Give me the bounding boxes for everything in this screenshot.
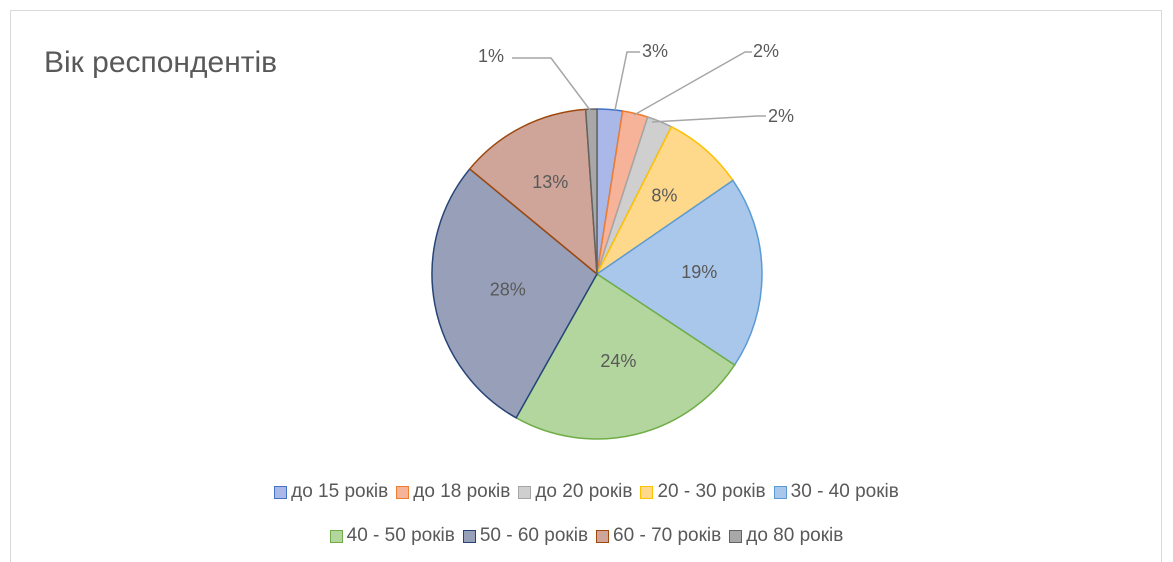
pie-slice-9 — [584, 108, 598, 275]
legend-swatch-8 — [596, 529, 610, 543]
legend-label-6: 40 - 50 років — [346, 525, 455, 546]
pie-slice-8 — [468, 108, 598, 276]
legend-swatch-2 — [396, 485, 410, 499]
legend-item-1: до 15 років — [274, 481, 388, 503]
legend-item-9: до 80 років — [729, 525, 843, 547]
pie-chart: 3% 2% 2% 8% 19% 24% 28% 13% 1% — [431, 41, 794, 440]
legend-item-8: 60 - 70 років — [596, 525, 721, 547]
slice-label-5: 19% — [681, 262, 717, 282]
leader-line-9 — [512, 57, 591, 111]
legend-item-7: 50 - 60 років — [462, 525, 589, 547]
legend-label-4: 20 - 30 років — [657, 481, 766, 502]
legend-label-3: до 20 років — [535, 481, 633, 502]
legend-label-1: до 15 років — [291, 481, 389, 502]
legend-item-2: до 18 років — [396, 481, 510, 503]
legend-label-5: 30 - 40 років — [790, 481, 899, 502]
pie-slice-6 — [515, 272, 736, 440]
legend-row-2: 40 - 50 років 50 - 60 років 60 - 70 років д… — [0, 525, 1173, 547]
slice-label-3: 2% — [768, 106, 794, 126]
slice-label-8: 13% — [532, 172, 568, 192]
leader-line-1 — [614, 51, 640, 111]
legend-label-8: 60 - 70 років — [613, 525, 722, 546]
legend-swatch-6 — [329, 529, 343, 543]
slice-label-4: 8% — [651, 186, 677, 206]
legend-swatch-7 — [462, 529, 476, 543]
slice-label-2: 2% — [753, 41, 779, 61]
legend-swatch-4 — [640, 485, 654, 499]
slice-label-9: 1% — [478, 46, 504, 66]
leader-line-3 — [651, 115, 766, 123]
leader-line-2 — [633, 51, 752, 116]
slice-label-1: 3% — [642, 41, 668, 61]
pie-slice-5 — [595, 179, 763, 367]
slice-label-6: 24% — [600, 351, 636, 371]
legend-item-5: 30 - 40 років — [773, 481, 899, 503]
pie-slice-7 — [431, 167, 598, 419]
legend-label-2: до 18 років — [413, 481, 511, 502]
legend-label-7: 50 - 60 років — [479, 525, 589, 546]
legend-item-3: до 20 років — [518, 481, 632, 503]
legend-swatch-9 — [729, 529, 743, 543]
legend-swatch-3 — [518, 485, 532, 499]
legend-swatch-5 — [773, 485, 787, 499]
chart-title: Вік респондентів — [44, 46, 278, 79]
legend-item-6: 40 - 50 років — [329, 525, 455, 547]
legend-swatch-1 — [274, 485, 288, 499]
legend-label-9: до 80 років — [746, 525, 844, 546]
legend-item-4: 20 - 30 років — [640, 481, 766, 503]
legend-row-1: до 15 років до 18 років до 20 років 20 - 30… — [0, 481, 1173, 503]
slice-label-7: 28% — [490, 279, 526, 299]
